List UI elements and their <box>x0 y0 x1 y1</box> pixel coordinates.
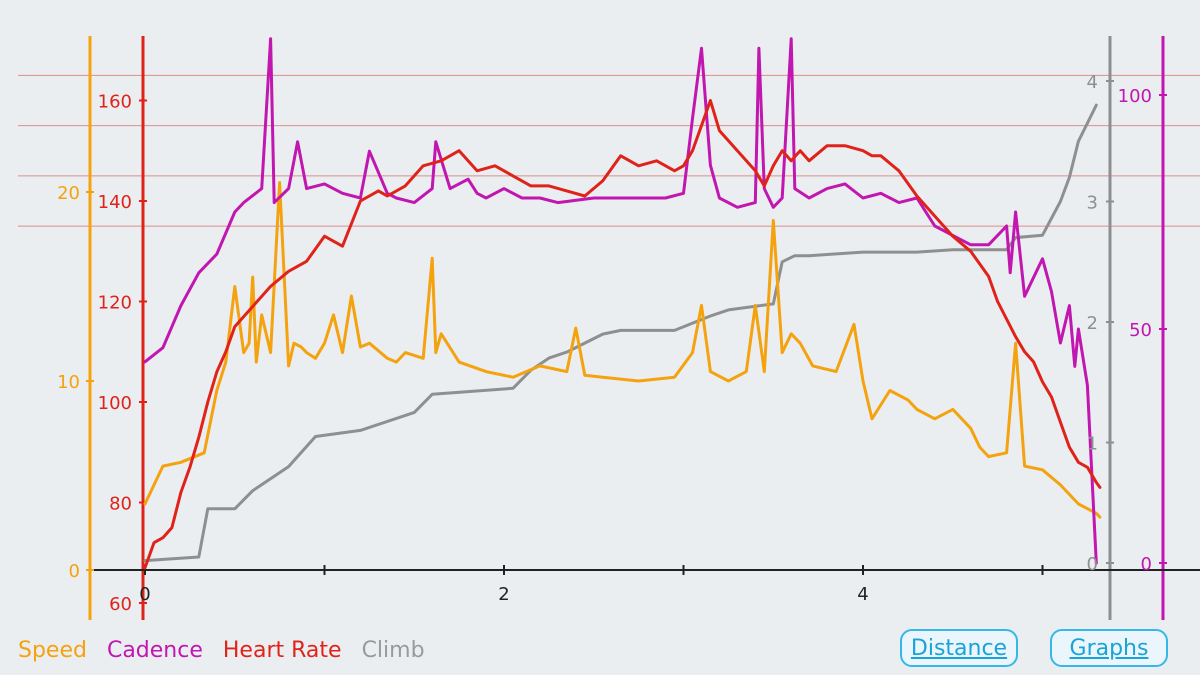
axes <box>86 36 1200 620</box>
heart-rate-tick-label: 100 <box>98 393 132 414</box>
series-line-heart-rate <box>143 99 1102 570</box>
climb-tick-label: 1 <box>1087 434 1098 455</box>
heart-rate-tick-label: 120 <box>98 293 132 314</box>
legend-speed: Speed <box>18 638 87 663</box>
legend-climb: Climb <box>361 638 425 663</box>
legend: Speed Cadence Heart Rate Climb <box>18 638 425 663</box>
x-tick-label: 0 <box>139 584 150 605</box>
graphs-button[interactable]: Graphs <box>1050 629 1168 667</box>
cadence-tick-label: 50 <box>1129 320 1152 341</box>
legend-cadence: Cadence <box>106 638 203 663</box>
speed-tick-label: 10 <box>57 372 80 393</box>
tick-labels: 0 10 20 60 80 100 120 140 160 0 1 2 3 4 0 50 100 0 2 4 <box>57 72 1152 615</box>
climb-tick-label: 0 <box>1087 554 1098 575</box>
heart-rate-tick-label: 140 <box>98 192 132 213</box>
climb-tick-label: 2 <box>1087 313 1098 334</box>
speed-tick-label: 20 <box>57 183 80 204</box>
legend-heart-rate: Heart Rate <box>222 638 342 663</box>
multi-axis-line-chart: 0 10 20 60 80 100 120 140 160 0 1 2 3 4 0 50 100 0 2 4 <box>18 36 1200 620</box>
heart-rate-tick-label: 60 <box>109 594 132 615</box>
climb-tick-label: 3 <box>1087 193 1098 214</box>
x-tick-label: 4 <box>857 584 868 605</box>
cadence-tick-label: 100 <box>1118 86 1152 107</box>
series-line-climb <box>143 103 1098 563</box>
speed-tick-label: 0 <box>69 561 80 582</box>
heart-rate-tick-label: 160 <box>98 92 132 113</box>
gridlines <box>18 74 1200 227</box>
series-line-cadence <box>143 37 1098 565</box>
heart-rate-tick-label: 80 <box>109 494 132 515</box>
cadence-tick-label: 0 <box>1141 554 1152 575</box>
distance-button[interactable]: Distance <box>900 629 1018 667</box>
x-tick-label: 2 <box>498 584 509 605</box>
series-line-speed <box>143 181 1102 519</box>
climb-tick-label: 4 <box>1087 72 1098 93</box>
series-layer <box>143 37 1102 570</box>
